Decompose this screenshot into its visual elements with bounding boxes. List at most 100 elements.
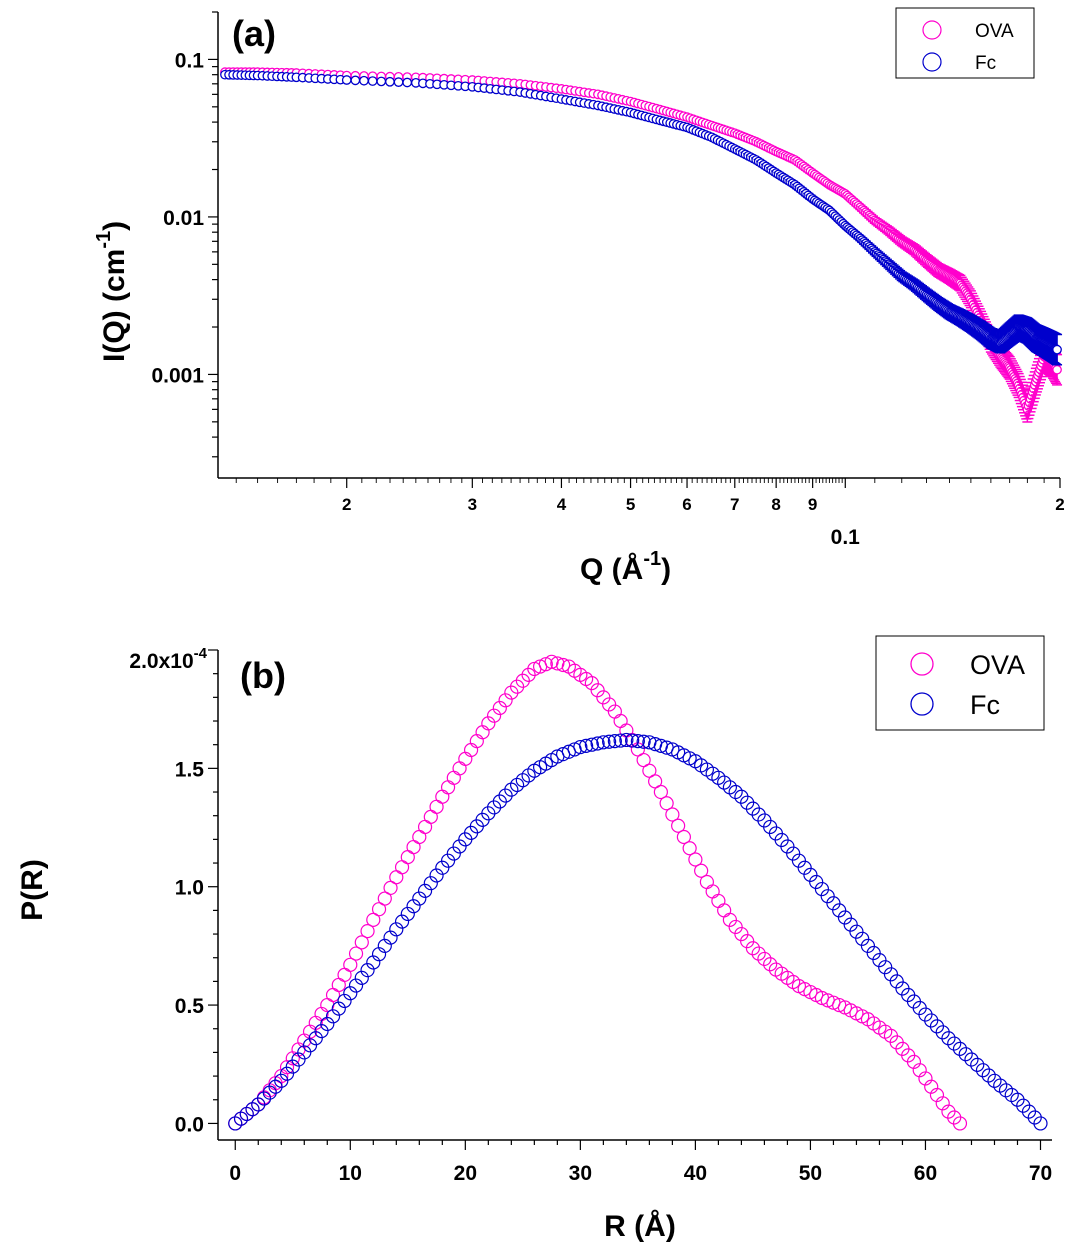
panel-b-legend-ova-marker: [910, 652, 934, 676]
panel-b-ova-point: [613, 713, 628, 729]
panel-a-markers: [220, 67, 1063, 423]
panel-a-legend-fc: Fc: [975, 53, 996, 74]
panel-b-fc-point: [452, 839, 467, 854]
panel-b-ova-point: [400, 850, 415, 865]
panel-b-fc-point: [521, 768, 536, 783]
panel-b-axes: 0.0 0.5 1.0 1.5 0 10 20 30 40 50 60 70: [175, 649, 1052, 1185]
panel-b-x-tick-label: 60: [914, 1162, 937, 1185]
panel-b-fc-point: [297, 1045, 312, 1060]
panel-b-ova-point: [498, 693, 513, 708]
panel-b-fc-point: [400, 906, 415, 922]
panel-a-label: (a): [232, 13, 276, 54]
panel-b-fc-point: [239, 1106, 254, 1122]
panel-b-ova-point: [653, 784, 668, 800]
panel-b-ova-point: [763, 957, 778, 972]
panel-a-x-tick-label: 2: [1055, 495, 1064, 514]
panel-b-fc-point: [883, 967, 899, 982]
panel-b-fc-point: [343, 986, 358, 1001]
panel-b-ova-point: [406, 839, 421, 855]
panel-b-ova-point: [343, 957, 358, 972]
panel-b-ova-point: [389, 870, 404, 885]
panel-b-ova-point: [297, 1033, 312, 1048]
panel-b-ova-point: [360, 923, 375, 939]
panel-b-ova-point: [584, 676, 599, 691]
panel-b-fc-point: [803, 867, 818, 882]
panel-b-ova-point: [337, 967, 352, 982]
panel-b-fc-point: [630, 734, 645, 749]
panel-b-x-tick-label: 0: [229, 1162, 241, 1185]
panel-a-axes: 0.1 0.01 0.001 2 3 4 5 6 7 8 9 0.1 2: [151, 11, 1065, 549]
panel-a-x-tick-label: 9: [808, 495, 817, 514]
panel-a-fc-point: [367, 76, 378, 86]
panel-b-fc-point: [423, 876, 438, 891]
panel-b-ova-point: [745, 941, 761, 956]
panel-b-fc-point: [360, 963, 375, 978]
panel-a-fc-point: [393, 77, 404, 87]
panel-b-ova-point: [331, 977, 346, 993]
panel-b-fc-point: [717, 775, 732, 790]
panel-b-fc-point: [878, 960, 893, 975]
panel-a-xlabel: Q (Å-1): [580, 548, 671, 586]
panel-b-ova-point: [757, 951, 772, 967]
panel-b-ova-point: [440, 780, 456, 795]
panel-b-fc-point: [786, 846, 801, 861]
panel-b-fc-point: [602, 734, 617, 749]
panel-b-ova-point: [486, 708, 502, 723]
panel-a-fc-point: [376, 76, 387, 87]
panel-a-legend-fc-marker: [922, 52, 942, 72]
panel-b-ova-point: [596, 690, 611, 705]
panel-b-fc-point: [417, 883, 433, 898]
panel-b-x-tick-label: 30: [569, 1162, 592, 1185]
panel-b-fc-point: [389, 922, 404, 937]
panel-b-fc-point: [889, 974, 904, 989]
panel-b-ova-point: [469, 734, 484, 749]
panel-b-fc-point: [636, 734, 651, 749]
panel-b-ova-point: [463, 742, 479, 758]
panel-a-fc-point: [341, 75, 352, 85]
panel-b-ova-point: [394, 860, 410, 875]
panel-b-fc-point: [1033, 1116, 1048, 1131]
panel-b-fc-point: [780, 839, 795, 854]
panel-b-ova-point: [694, 863, 709, 878]
panel-b-fc-point: [975, 1063, 991, 1078]
panel-b-fc-point: [320, 1016, 335, 1032]
panel-a-x-tick-label: 6: [682, 495, 691, 514]
panel-b-fc-point: [245, 1102, 260, 1117]
panel-b-ova-point: [688, 852, 703, 867]
panel-b-ova-point: [734, 926, 749, 942]
panel-b-x-tick-label: 40: [684, 1162, 707, 1185]
panel-b-fc-point: [947, 1036, 962, 1051]
panel-b-fc-point: [596, 735, 611, 750]
panel-b-fc-point: [619, 732, 634, 748]
panel-b-legend-ova: OVA: [970, 650, 1025, 680]
panel-b-fc-point: [625, 733, 640, 748]
panel-a-ylabel: I(Q) (cm-1): [93, 221, 131, 362]
panel-b-fc-point: [866, 945, 881, 961]
panel-a-x-tick-label: 7: [730, 495, 739, 514]
panel-a: 0.1 0.01 0.001 2 3 4 5 6 7 8 9 0.1 2 (a) Q (Å-1) I(Q…: [93, 7, 1065, 586]
panel-b-ova-point: [417, 819, 433, 835]
panel-b-ylabel: P(R): [16, 859, 49, 921]
panel-b-fc-point: [515, 773, 530, 788]
panel-b-ova-point: [751, 946, 766, 961]
panel-b-fc-point: [613, 733, 628, 748]
panel-b-markers: [228, 654, 1048, 1131]
panel-b-fc-point: [440, 853, 456, 868]
panel-b-ova-point: [458, 751, 473, 766]
panel-b-fc-point: [354, 970, 369, 985]
panel-a-legend-box: [895, 7, 1035, 79]
panel-b-ova-point: [705, 884, 720, 899]
panel-b-fc-point: [832, 903, 847, 918]
panel-b-ova-point: [590, 683, 605, 698]
panel-b-fc-point: [814, 881, 830, 897]
panel-a-x-tick-label: 2: [342, 495, 351, 514]
panel-b-fc-point: [579, 738, 594, 753]
panel-b-fc-point: [590, 736, 605, 751]
panel-b-fc-point: [412, 891, 427, 906]
panel-b-ova-point: [699, 874, 714, 890]
panel-b-fc-point: [429, 868, 444, 883]
panel-b-fc-point: [435, 860, 450, 875]
panel-b-y-tick-label: 0.5: [175, 995, 205, 1018]
panel-b-fc-point: [964, 1052, 979, 1067]
panel-a-fc-point: [1052, 344, 1062, 355]
